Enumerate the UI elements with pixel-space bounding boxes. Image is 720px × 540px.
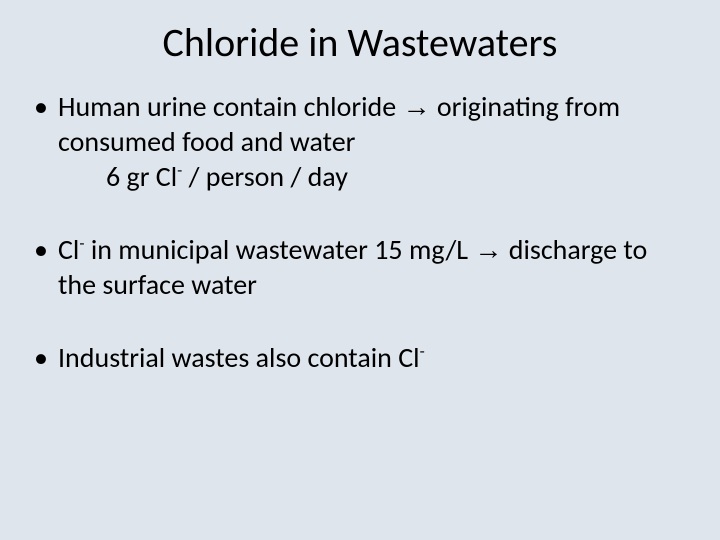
slide: Chloride in Wastewaters Human urine cont… bbox=[0, 0, 720, 540]
slide-body: Human urine contain chloride → originati… bbox=[30, 89, 690, 375]
bullet-item: Cl- in municipal wastewater 15 mg/L → di… bbox=[30, 232, 690, 302]
bullet-text: Human urine contain chloride → originati… bbox=[58, 89, 620, 159]
bullet-text: Industrial wastes also contain Cl- bbox=[58, 340, 425, 375]
bullet-list: Human urine contain chloride → originati… bbox=[30, 89, 690, 375]
text-run: Industrial wastes also contain Cl bbox=[58, 340, 420, 375]
arrow-icon: → bbox=[474, 234, 502, 265]
text-run: in municipal wastewater 15 mg/L bbox=[85, 232, 475, 267]
text-run: Cl bbox=[58, 232, 79, 267]
superscript: - bbox=[420, 341, 425, 362]
bullet-subtext: 6 gr Cl- / person / day bbox=[58, 159, 690, 194]
bullet-text: Cl- in municipal wastewater 15 mg/L → di… bbox=[58, 232, 647, 302]
bullet-item: Human urine contain chloride → originati… bbox=[30, 89, 690, 194]
text-run: / person / day bbox=[182, 159, 348, 194]
bullet-item: Industrial wastes also contain Cl- bbox=[30, 340, 690, 375]
text-run: Human urine contain chloride bbox=[58, 89, 403, 124]
text-run: 6 gr Cl bbox=[106, 159, 177, 194]
slide-title: Chloride in Wastewaters bbox=[30, 18, 690, 67]
arrow-icon: → bbox=[403, 91, 431, 122]
